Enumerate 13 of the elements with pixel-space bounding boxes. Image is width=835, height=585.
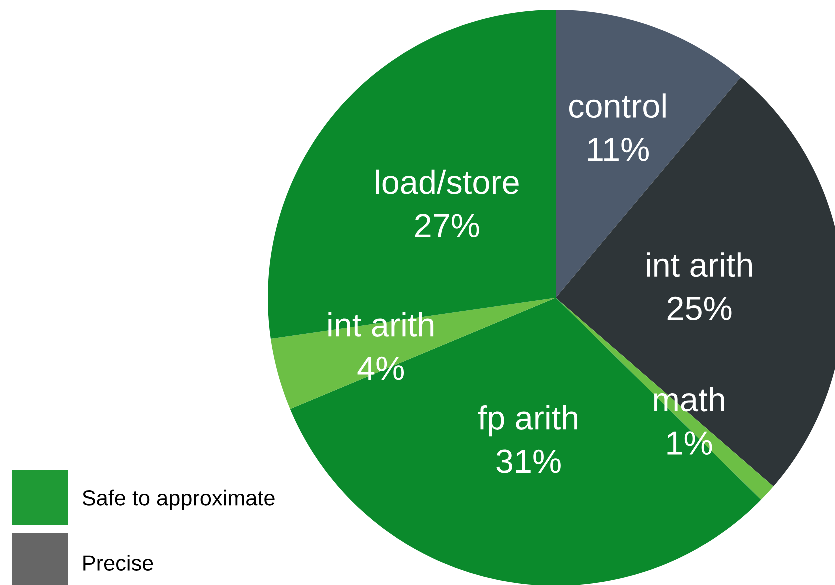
slice-label: control <box>569 94 666 118</box>
slice-label: fp arith <box>478 406 578 437</box>
data-label: 25% <box>668 296 732 320</box>
data-label: 11% <box>588 138 649 162</box>
data-label: 31% <box>496 450 561 474</box>
data-label: 27% <box>415 214 480 238</box>
text: Precise <box>84 555 154 571</box>
data-label: 4% <box>358 356 404 380</box>
text: Safe to approximate <box>82 490 275 510</box>
data-label: 1% <box>668 432 712 455</box>
slice-label: load/store <box>376 170 519 194</box>
slice-label: int arith <box>328 312 434 337</box>
slice-label: int arith <box>647 252 752 278</box>
